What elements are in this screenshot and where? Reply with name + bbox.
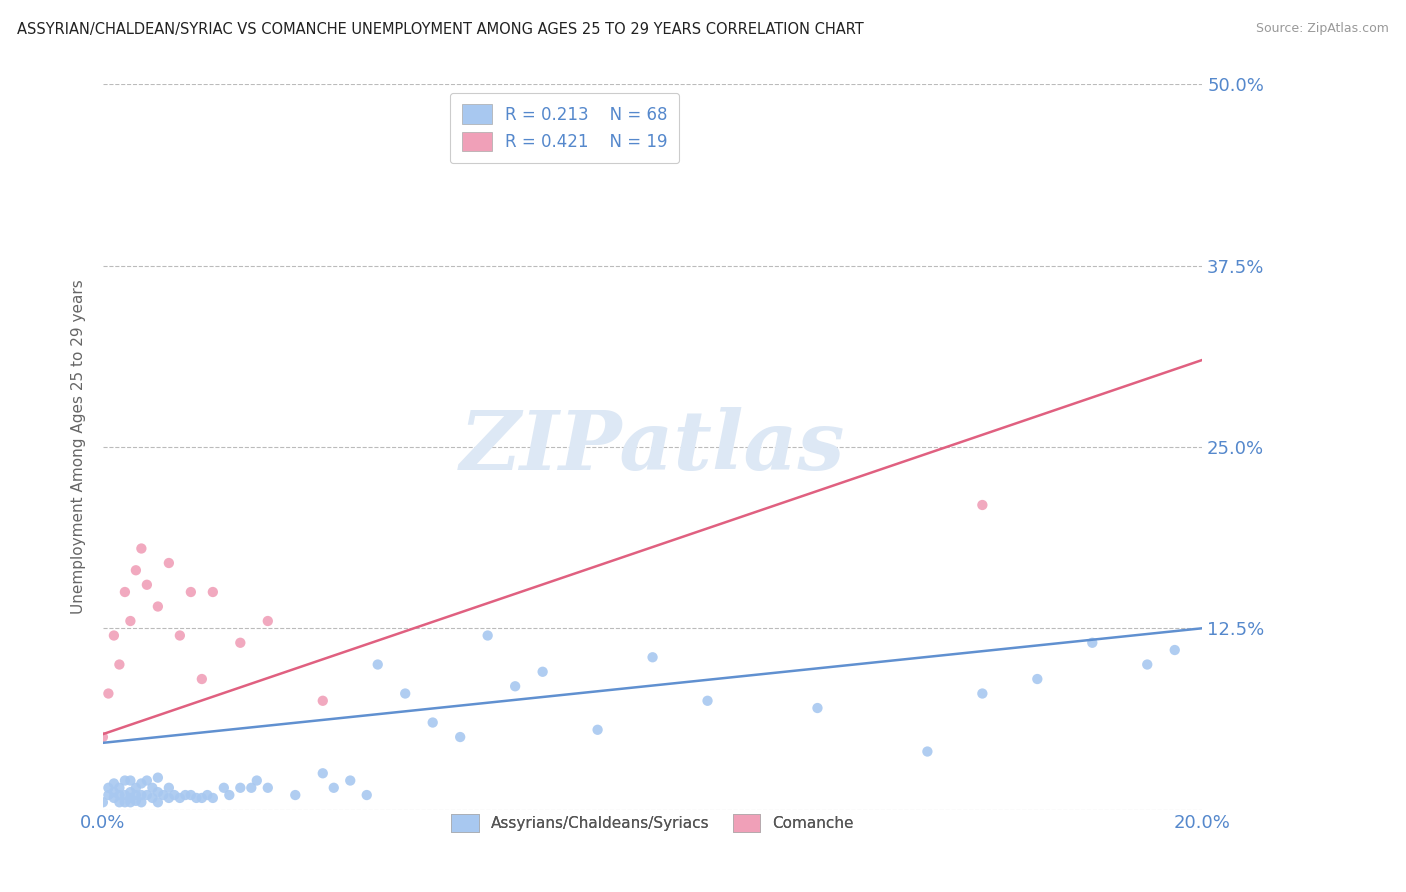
Point	[108, 657, 131, 672]
Point	[356, 788, 378, 802]
Point	[97, 788, 120, 802]
Point	[146, 785, 169, 799]
Point	[120, 791, 142, 805]
Point	[91, 795, 114, 809]
Point	[157, 780, 180, 795]
Point	[131, 788, 153, 802]
Point	[163, 788, 186, 802]
Point	[131, 541, 153, 556]
Point	[114, 795, 136, 809]
Point	[284, 788, 307, 802]
Point	[212, 780, 235, 795]
Point	[240, 780, 263, 795]
Point	[157, 556, 180, 570]
Point	[120, 795, 142, 809]
Point	[114, 773, 136, 788]
Point	[97, 686, 120, 700]
Point	[972, 686, 994, 700]
Point	[1136, 657, 1159, 672]
Point	[103, 785, 125, 799]
Point	[312, 694, 335, 708]
Point	[169, 628, 191, 642]
Point	[180, 788, 202, 802]
Point	[218, 788, 240, 802]
Point	[229, 780, 252, 795]
Point	[201, 791, 224, 805]
Point	[312, 766, 335, 780]
Point	[806, 701, 828, 715]
Point	[157, 791, 180, 805]
Point	[322, 780, 344, 795]
Point	[91, 730, 114, 744]
Point	[146, 599, 169, 614]
Point	[477, 628, 499, 642]
Point	[256, 780, 278, 795]
Point	[146, 771, 169, 785]
Point	[103, 776, 125, 790]
Point	[449, 730, 471, 744]
Point	[201, 585, 224, 599]
Point	[180, 585, 202, 599]
Point	[125, 563, 148, 577]
Point	[256, 614, 278, 628]
Point	[394, 686, 416, 700]
Point	[125, 780, 148, 795]
Point	[97, 780, 120, 795]
Text: Source: ZipAtlas.com: Source: ZipAtlas.com	[1256, 22, 1389, 36]
Point	[152, 788, 174, 802]
Point	[1164, 643, 1187, 657]
Point	[141, 791, 163, 805]
Point	[1081, 636, 1104, 650]
Legend: Assyrians/Chaldeans/Syriacs, Comanche: Assyrians/Chaldeans/Syriacs, Comanche	[446, 808, 860, 838]
Point	[125, 788, 148, 802]
Point	[1026, 672, 1049, 686]
Point	[195, 788, 218, 802]
Point	[103, 628, 125, 642]
Point	[174, 788, 197, 802]
Point	[696, 694, 718, 708]
Point	[229, 636, 252, 650]
Text: ZIPatlas: ZIPatlas	[460, 407, 845, 487]
Point	[641, 650, 664, 665]
Point	[120, 785, 142, 799]
Point	[146, 795, 169, 809]
Point	[135, 578, 157, 592]
Point	[131, 776, 153, 790]
Point	[191, 672, 214, 686]
Text: ASSYRIAN/CHALDEAN/SYRIAC VS COMANCHE UNEMPLOYMENT AMONG AGES 25 TO 29 YEARS CORR: ASSYRIAN/CHALDEAN/SYRIAC VS COMANCHE UNE…	[17, 22, 863, 37]
Point	[169, 791, 191, 805]
Point	[114, 788, 136, 802]
Point	[186, 791, 208, 805]
Point	[531, 665, 554, 679]
Point	[120, 773, 142, 788]
Point	[108, 795, 131, 809]
Point	[191, 791, 214, 805]
Point	[135, 773, 157, 788]
Point	[125, 794, 148, 808]
Point	[422, 715, 444, 730]
Point	[367, 657, 389, 672]
Point	[131, 795, 153, 809]
Point	[103, 791, 125, 805]
Point	[141, 780, 163, 795]
Point	[972, 498, 994, 512]
Point	[246, 773, 269, 788]
Point	[917, 745, 939, 759]
Y-axis label: Unemployment Among Ages 25 to 29 years: Unemployment Among Ages 25 to 29 years	[72, 279, 86, 615]
Point	[339, 773, 361, 788]
Point	[108, 780, 131, 795]
Point	[120, 614, 142, 628]
Point	[135, 788, 157, 802]
Point	[586, 723, 609, 737]
Point	[503, 679, 526, 693]
Point	[108, 788, 131, 802]
Point	[114, 585, 136, 599]
